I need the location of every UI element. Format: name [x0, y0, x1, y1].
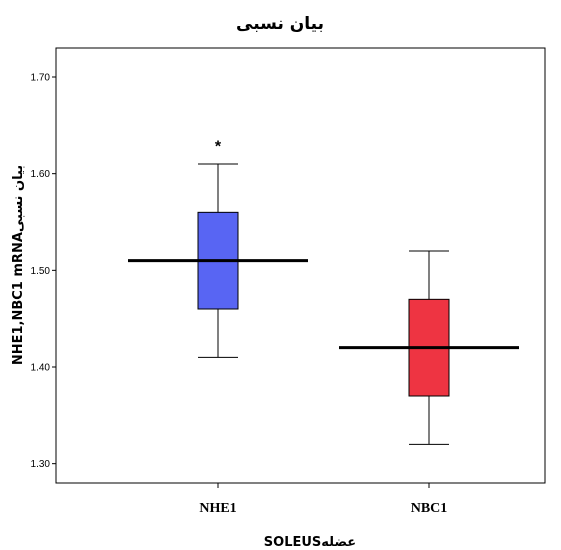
box-series: * — [128, 139, 519, 445]
y-tick-label: 1.40 — [31, 363, 51, 374]
chart-title: بیان نسبی — [236, 14, 324, 34]
y-tick-label: 1.60 — [31, 169, 51, 180]
y-tick-label: 1.30 — [31, 459, 51, 470]
significance-marker: * — [215, 139, 222, 156]
plot-frame — [55, 47, 546, 484]
y-axis-title: NHE1,NBC1 mRNAبیان نسبی — [11, 165, 26, 365]
y-tick-label: 1.70 — [31, 73, 51, 84]
x-axis-title: SOLEUSعضله — [264, 535, 356, 550]
x-axis: NHE1 NBC1 — [199, 483, 447, 516]
y-axis: 1.30 1.40 1.50 1.60 1.70 — [31, 73, 56, 470]
x-tick-label: NBC1 — [411, 501, 448, 516]
x-tick-label: NHE1 — [199, 501, 236, 516]
y-tick-label: 1.50 — [31, 266, 51, 277]
box-nhe1: * — [128, 139, 308, 358]
box-nbc1 — [339, 250, 519, 445]
